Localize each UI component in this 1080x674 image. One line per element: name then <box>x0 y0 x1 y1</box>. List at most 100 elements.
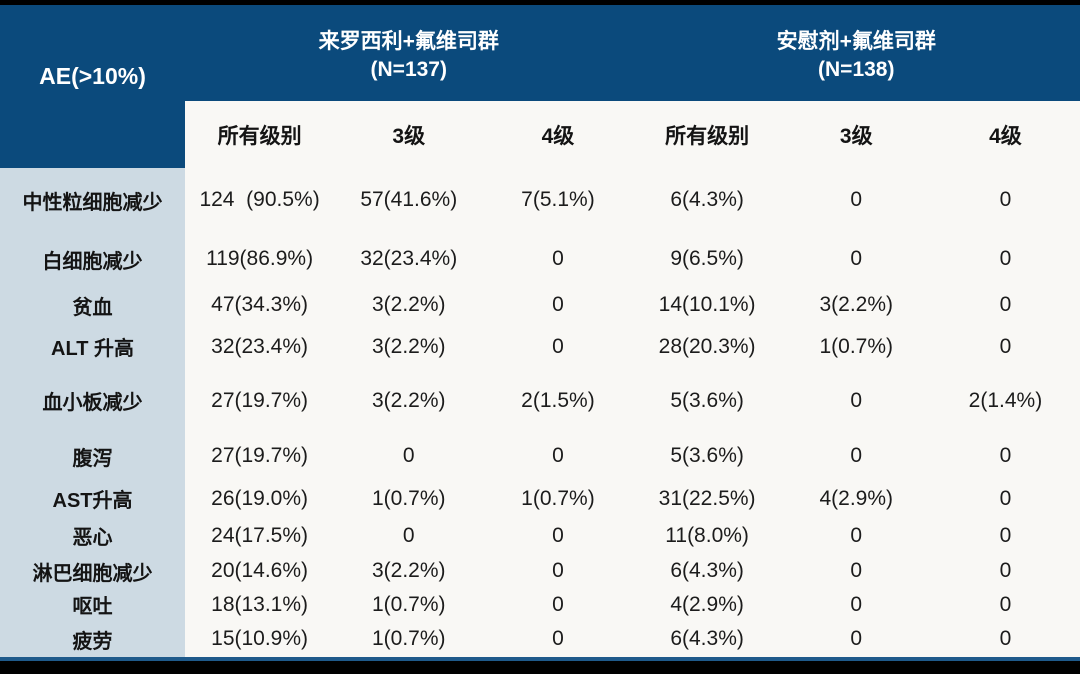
table-header: AE(>10%) 来罗西利+氟维司群 (N=137) 安慰剂+氟维司群 (N=1… <box>0 5 1080 168</box>
subheader-grade3-2: 3级 <box>839 124 873 148</box>
cell-all-grades-1: 32(23.4%) <box>211 334 309 358</box>
table-row: 腹泻 27(19.7%) 0 0 5(3.6%) 0 0 <box>0 432 1080 480</box>
cell-grade4-1: 0 <box>552 334 564 358</box>
cell-grade3-1: 1(0.7%) <box>371 592 446 616</box>
table-row: 淋巴细胞减少 20(14.6%) 3(2.2%) 0 6(4.3%) 0 0 <box>0 554 1080 588</box>
cell-grade3-1: 3(2.2%) <box>371 388 446 412</box>
cell-all-grades-1: 15(10.9%) <box>211 627 309 650</box>
cell-all-grades-1: 18(13.1%) <box>211 592 309 616</box>
cell-all-grades-2: 6(4.3%) <box>670 559 744 582</box>
cell-all-grades-2: 6(4.3%) <box>670 188 744 211</box>
table-body: 中性粒细胞减少 124 (90.5%) 57(41.6%) 7(5.1%) 6(… <box>0 168 1080 657</box>
cell-grade3-1: 57(41.6%) <box>360 188 458 211</box>
cell-all-grades-1: 27(19.7%) <box>211 388 309 412</box>
cell-grade4-1: 0 <box>552 559 564 582</box>
subheader-grade3-1: 3级 <box>392 124 426 148</box>
table-row: AST升高 26(19.0%) 1(0.7%) 1(0.7%) 31(22.5%… <box>0 480 1080 517</box>
row-label: AST升高 <box>0 480 185 517</box>
cell-grade3-1: 3(2.2%) <box>371 559 446 582</box>
cell-grade4-2: 0 <box>999 188 1012 211</box>
cell-all-grades-2: 28(20.3%) <box>658 334 756 358</box>
cell-grade4-1: 0 <box>552 627 564 650</box>
subheader-all-grades-1: 所有级别 <box>217 124 302 148</box>
cell-grade3-2: 0 <box>850 188 863 211</box>
cell-grade4-2: 0 <box>999 293 1012 316</box>
group-title: 来罗西利+氟维司群 <box>318 29 499 53</box>
cell-grade3-2: 0 <box>850 247 863 270</box>
corner-header-label: AE(>10%) <box>39 63 146 89</box>
cell-grade3-2: 0 <box>850 592 863 616</box>
row-label: ALT 升高 <box>0 324 185 369</box>
cell-grade3-2: 1(0.7%) <box>819 334 894 358</box>
adverse-events-table: AE(>10%) 来罗西利+氟维司群 (N=137) 安慰剂+氟维司群 (N=1… <box>0 5 1080 657</box>
cell-grade4-1: 0 <box>552 247 564 270</box>
cell-grade4-1: 0 <box>552 293 564 316</box>
row-label: 淋巴细胞减少 <box>0 554 185 588</box>
subheader-grade4-2: 4级 <box>989 124 1022 148</box>
table-row: 贫血 47(34.3%) 3(2.2%) 0 14(10.1%) 3(2.2%)… <box>0 286 1080 324</box>
group-header-lerociclib-fulvestrant: 来罗西利+氟维司群 (N=137) <box>185 5 633 101</box>
row-label: 呕吐 <box>0 588 185 621</box>
cell-grade3-1: 3(2.2%) <box>371 334 446 358</box>
cell-all-grades-2: 4(2.9%) <box>670 592 744 616</box>
top-black-bar <box>0 0 1080 5</box>
cell-all-grades-1: 26(19.0%) <box>211 486 309 510</box>
row-label: 恶心 <box>0 517 185 554</box>
subheader-grade4-1: 4级 <box>541 124 575 148</box>
row-label: 贫血 <box>0 286 185 324</box>
cell-grade4-2: 0 <box>999 523 1012 547</box>
cell-all-grades-2: 5(3.6%) <box>670 444 744 467</box>
cell-grade4-1: 0 <box>552 523 564 547</box>
cell-grade4-2: 0 <box>999 334 1012 358</box>
cell-all-grades-2: 14(10.1%) <box>658 293 756 316</box>
cell-all-grades-1: 27(19.7%) <box>211 444 309 467</box>
row-label: 白细胞减少 <box>0 232 185 286</box>
corner-header-cell: AE(>10%) <box>0 5 185 168</box>
cell-all-grades-2: 5(3.6%) <box>670 388 744 412</box>
subheader-all-grades-2: 所有级别 <box>665 124 750 148</box>
header-columns: 来罗西利+氟维司群 (N=137) 安慰剂+氟维司群 (N=138) 所有级别 … <box>185 5 1080 168</box>
cell-all-grades-2: 31(22.5%) <box>658 486 756 510</box>
cell-grade4-2: 0 <box>999 559 1012 582</box>
cell-grade4-1: 2(1.5%) <box>521 388 595 412</box>
cell-grade4-2: 0 <box>999 592 1012 616</box>
group-n: (N=137) <box>370 58 447 81</box>
cell-grade4-1: 1(0.7%) <box>521 486 595 510</box>
cell-grade4-1: 0 <box>552 444 564 467</box>
row-label: 血小板减少 <box>0 369 185 432</box>
cell-grade3-1: 32(23.4%) <box>360 247 458 270</box>
bottom-blue-line <box>0 657 1080 661</box>
subheader-row: 所有级别 3级 4级 所有级别 3级 4级 <box>185 101 1080 168</box>
group-title: 安慰剂+氟维司群 <box>776 29 936 53</box>
cell-grade3-1: 1(0.7%) <box>371 627 446 650</box>
row-label: 腹泻 <box>0 432 185 480</box>
cell-grade3-2: 0 <box>850 559 863 582</box>
cell-grade3-1: 0 <box>402 444 415 467</box>
cell-grade3-2: 3(2.2%) <box>819 293 894 316</box>
cell-all-grades-2: 9(6.5%) <box>670 247 744 270</box>
cell-grade3-2: 0 <box>850 388 863 412</box>
cell-grade4-2: 0 <box>999 444 1012 467</box>
cell-grade3-2: 0 <box>850 627 863 650</box>
cell-grade3-1: 3(2.2%) <box>371 293 446 316</box>
table-row: 中性粒细胞减少 124 (90.5%) 57(41.6%) 7(5.1%) 6(… <box>0 168 1080 232</box>
group-n: (N=138) <box>818 58 895 81</box>
cell-grade3-2: 0 <box>850 444 863 467</box>
cell-all-grades-1: 20(14.6%) <box>211 559 309 582</box>
table-row: 疲劳 15(10.9%) 1(0.7%) 0 6(4.3%) 0 0 <box>0 621 1080 657</box>
cell-grade4-2: 0 <box>999 627 1012 650</box>
cell-all-grades-1: 124 (90.5%) <box>199 188 320 211</box>
cell-grade4-1: 0 <box>552 592 564 616</box>
row-label: 中性粒细胞减少 <box>0 168 185 232</box>
cell-grade3-2: 4(2.9%) <box>819 486 894 510</box>
table-row: 白细胞减少 119(86.9%) 32(23.4%) 0 9(6.5%) 0 0 <box>0 232 1080 286</box>
cell-all-grades-1: 24(17.5%) <box>211 523 309 547</box>
cell-grade4-2: 0 <box>999 486 1012 510</box>
cell-all-grades-1: 119(86.9%) <box>206 247 314 270</box>
table-row: 血小板减少 27(19.7%) 3(2.2%) 2(1.5%) 5(3.6%) … <box>0 369 1080 432</box>
group-header-placebo-fulvestrant: 安慰剂+氟维司群 (N=138) <box>633 5 1080 101</box>
table-row: ALT 升高 32(23.4%) 3(2.2%) 0 28(20.3%) 1(0… <box>0 324 1080 369</box>
cell-grade4-1: 7(5.1%) <box>521 188 595 211</box>
cell-all-grades-2: 11(8.0%) <box>665 523 749 547</box>
